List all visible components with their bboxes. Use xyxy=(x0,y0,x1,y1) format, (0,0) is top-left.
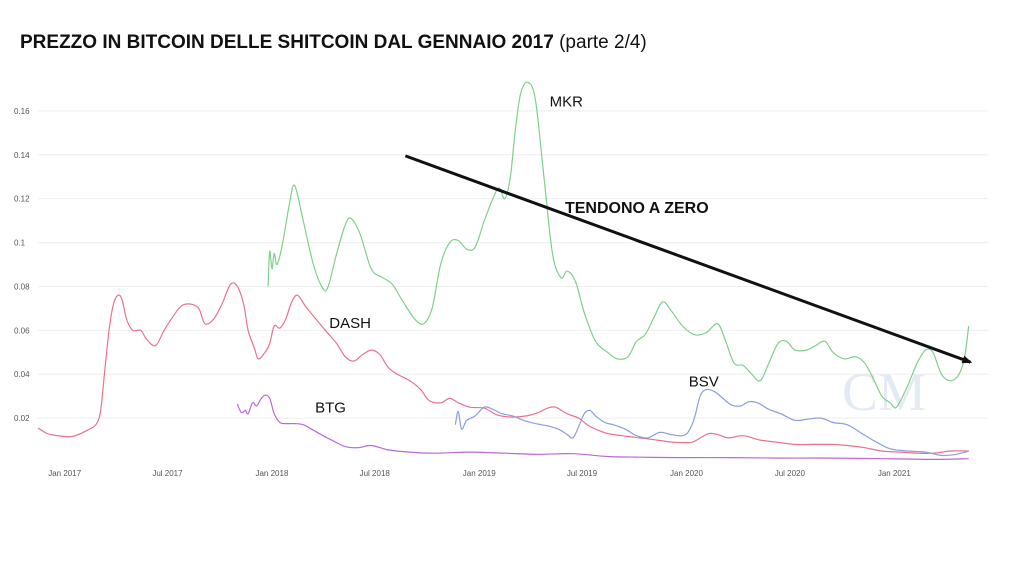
chart-title: PREZZO IN BITCOIN DELLE SHITCOIN DAL GEN… xyxy=(20,32,647,53)
watermark-text: CM xyxy=(842,362,926,422)
series-line-mkr xyxy=(267,81,970,409)
series-label-btg: BTG xyxy=(315,400,346,417)
y-tick-label: 0.04 xyxy=(14,370,30,379)
series-line-bsv xyxy=(454,388,969,457)
y-tick-label: 0.02 xyxy=(14,414,30,423)
series-line-dash xyxy=(37,282,969,455)
y-tick-label: 0.16 xyxy=(14,107,30,116)
x-tick-label: Jul 2019 xyxy=(567,469,598,478)
trend-annotation: TENDONO A ZERO xyxy=(565,200,709,217)
trend-arrow xyxy=(404,154,973,364)
series-label-dash: DASH xyxy=(329,315,371,332)
y-tick-label: 0.1 xyxy=(14,239,26,248)
series-label-mkr: MKR xyxy=(550,94,584,111)
series-line-btg xyxy=(236,394,969,460)
series-label-bsv: BSV xyxy=(689,373,719,390)
x-axis: Jan 2017 Jul 2017 Jan 2018 Jul 2018 Jan 2019… xyxy=(48,469,911,478)
annotations: TENDONO A ZERO xyxy=(404,154,973,364)
x-tick-label: Jan 2018 xyxy=(255,469,288,478)
chart-subtitle: (parte 2/4) xyxy=(559,32,647,53)
x-tick-label: Jan 2020 xyxy=(670,469,703,478)
y-axis: 0.02 0.04 0.06 0.08 0.1 0.12 0.14 0.16 xyxy=(14,107,30,423)
x-tick-label: Jan 2021 xyxy=(878,469,911,478)
x-tick-label: Jul 2017 xyxy=(152,469,183,478)
x-tick-label: Jul 2018 xyxy=(360,469,391,478)
y-tick-label: 0.08 xyxy=(14,282,30,291)
x-tick-label: Jan 2019 xyxy=(463,469,496,478)
series-group xyxy=(37,81,970,460)
watermark-logo: CM xyxy=(842,362,926,422)
series-labels: MKR DASH BTG BSV xyxy=(315,94,719,417)
y-tick-label: 0.12 xyxy=(14,195,30,204)
x-tick-label: Jul 2020 xyxy=(775,469,806,478)
y-tick-label: 0.06 xyxy=(14,326,30,335)
y-tick-label: 0.14 xyxy=(14,151,30,160)
x-tick-label: Jan 2017 xyxy=(48,469,81,478)
